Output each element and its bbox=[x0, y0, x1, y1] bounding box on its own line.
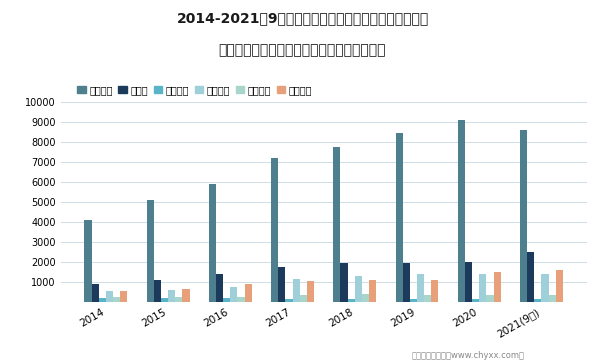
Bar bbox=[341, 263, 348, 302]
Bar bbox=[465, 262, 472, 302]
Bar bbox=[307, 281, 314, 302]
Text: 2014-2021年9月上汽集团、比亚迪、东风汽车、广汽集: 2014-2021年9月上汽集团、比亚迪、东风汽车、广汽集 bbox=[177, 11, 428, 25]
Bar bbox=[472, 298, 479, 302]
Legend: 上汽集团, 比亚迪, 东风汽车, 广汽集团, 江淮汽车, 长城汽车: 上汽集团, 比亚迪, 东风汽车, 广汽集团, 江淮汽车, 长城汽车 bbox=[77, 85, 312, 95]
Bar bbox=[333, 147, 341, 302]
Bar bbox=[238, 297, 244, 302]
Bar bbox=[362, 294, 369, 302]
Bar bbox=[183, 289, 189, 302]
Bar bbox=[223, 298, 231, 302]
Bar bbox=[216, 274, 223, 302]
Bar bbox=[113, 297, 120, 302]
Bar bbox=[534, 299, 541, 302]
Bar bbox=[424, 294, 431, 302]
Bar bbox=[369, 280, 376, 302]
Bar bbox=[348, 298, 355, 302]
Bar bbox=[99, 298, 106, 302]
Bar bbox=[417, 274, 424, 302]
Bar bbox=[355, 277, 362, 302]
Bar bbox=[293, 279, 299, 302]
Bar bbox=[85, 220, 91, 302]
Text: 团、江淮汽车、长城汽车总资产对比（亿元）: 团、江淮汽车、长城汽车总资产对比（亿元） bbox=[219, 44, 386, 58]
Bar bbox=[494, 272, 501, 302]
Bar bbox=[286, 299, 293, 302]
Bar bbox=[146, 200, 154, 302]
Bar bbox=[231, 286, 238, 302]
Bar bbox=[244, 284, 252, 302]
Bar bbox=[479, 274, 486, 302]
Bar bbox=[527, 253, 534, 302]
Bar bbox=[106, 291, 113, 302]
Bar bbox=[154, 280, 161, 302]
Bar bbox=[175, 297, 183, 302]
Bar bbox=[486, 294, 494, 302]
Bar bbox=[91, 284, 99, 302]
Bar bbox=[209, 184, 216, 302]
Bar bbox=[410, 299, 417, 302]
Bar bbox=[403, 263, 410, 302]
Bar bbox=[396, 133, 403, 302]
Bar bbox=[278, 267, 286, 302]
Text: 制图：智研咨询（www.chyxx.com）: 制图：智研咨询（www.chyxx.com） bbox=[411, 351, 525, 360]
Bar bbox=[161, 298, 168, 302]
Bar bbox=[299, 294, 307, 302]
Bar bbox=[120, 290, 128, 302]
Bar bbox=[271, 158, 278, 302]
Bar bbox=[556, 270, 563, 302]
Bar bbox=[431, 280, 439, 302]
Bar bbox=[168, 290, 175, 302]
Bar bbox=[541, 274, 549, 302]
Bar bbox=[520, 130, 527, 302]
Bar bbox=[458, 120, 465, 302]
Bar bbox=[549, 294, 556, 302]
